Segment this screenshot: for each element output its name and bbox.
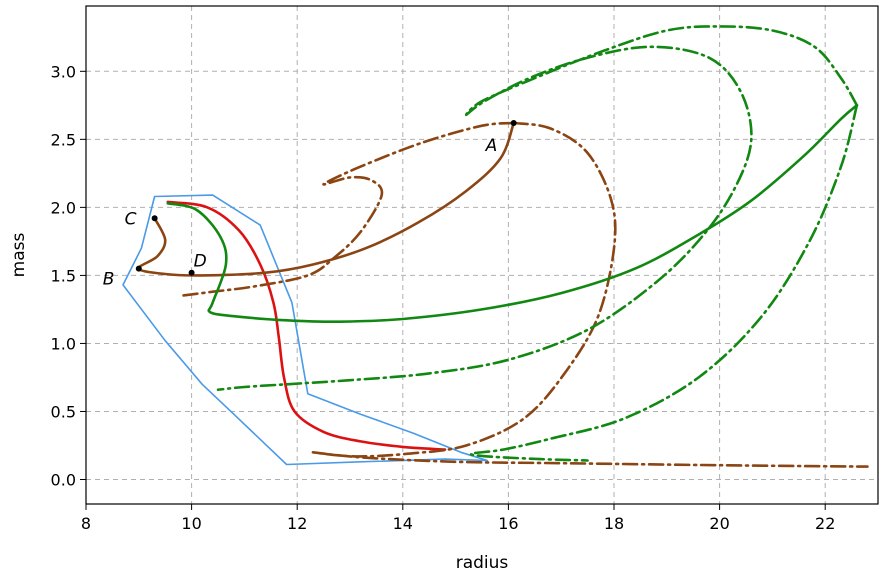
- series-line-7: [216, 25, 859, 391]
- x-tick-label: 22: [815, 514, 835, 533]
- x-tick-label: 18: [604, 514, 624, 533]
- y-tick-label: 3.0: [51, 62, 76, 81]
- y-tick-label: 1.5: [51, 266, 76, 285]
- x-tick-label: 8: [81, 514, 91, 533]
- point-marker-a: [510, 120, 517, 127]
- point-marker-c: [151, 215, 158, 222]
- x-axis-ticks: 8 10 12 14 16 18 20 22: [81, 504, 835, 533]
- plot-frame: [85, 5, 879, 505]
- x-tick-label: 20: [709, 514, 729, 533]
- y-axis-ticks: 0.0 0.5 1.0 1.5 2.0 2.5 3.0: [51, 62, 86, 490]
- y-tick-label: 0.5: [51, 402, 76, 421]
- y-axis-label: mass: [9, 233, 29, 278]
- series-line-2: [166, 200, 447, 451]
- grid: [85, 6, 878, 504]
- y-tick-label: 1.0: [51, 334, 76, 353]
- point-label-b: B: [103, 270, 115, 290]
- point-marker-d: [188, 269, 195, 276]
- y-tick-label: 2.0: [51, 198, 76, 217]
- x-axis-label: radius: [456, 553, 509, 573]
- point-layer: A C B D: [103, 120, 517, 290]
- y-tick-label: 2.5: [51, 130, 76, 149]
- x-tick-label: 12: [287, 514, 307, 533]
- series-line-1: [122, 194, 489, 466]
- x-tick-label: 10: [181, 514, 201, 533]
- series-line-5: [179, 121, 515, 298]
- point-label-d: D: [194, 252, 207, 272]
- series-layer: [122, 25, 869, 468]
- point-marker-b: [135, 265, 142, 272]
- series-line-3: [137, 121, 515, 277]
- x-tick-label: 14: [393, 514, 413, 533]
- series-line-6: [166, 104, 859, 324]
- series-line-4: [311, 121, 869, 468]
- point-label-a: A: [485, 136, 498, 156]
- x-tick-label: 16: [498, 514, 518, 533]
- series-line-8: [469, 104, 859, 462]
- y-tick-label: 0.0: [51, 471, 76, 490]
- point-label-c: C: [125, 209, 137, 229]
